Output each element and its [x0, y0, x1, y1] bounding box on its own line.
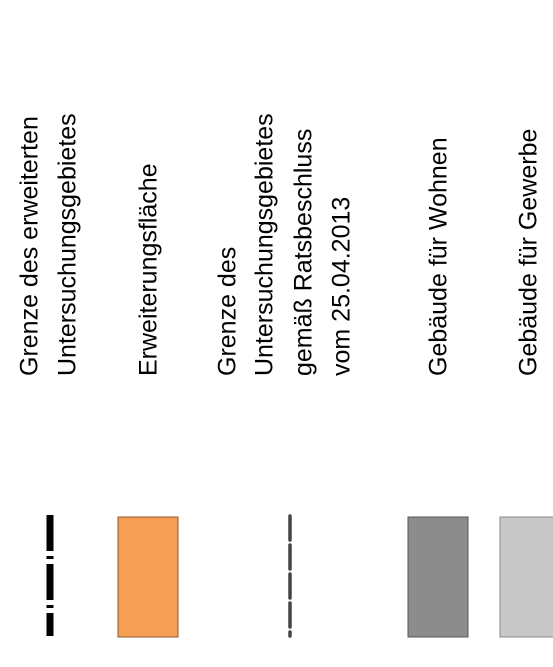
legend-label: vom 25.04.2013 [328, 197, 356, 376]
legend-label: Untersuchungsgebietes [251, 113, 279, 376]
legend-label: gemäß Ratsbeschluss [290, 129, 318, 376]
legend-label: Grenze des [214, 247, 242, 376]
residential-building-symbol [407, 516, 469, 638]
legend-label: Erweiterungsfläche [135, 163, 163, 376]
legend-labels: Grenze des erweiterten Untersuchungsgebie… [16, 113, 543, 376]
extension-area-symbol [117, 516, 179, 638]
legend-label: Gebäude für Gewerbe [515, 129, 543, 376]
legend-label: Untersuchungsgebietes [54, 113, 82, 376]
legend-label: Gebäude für Wohnen [425, 137, 453, 376]
legend-label: Grenze des erweiterten [16, 116, 44, 376]
commercial-building-symbol [499, 516, 553, 638]
